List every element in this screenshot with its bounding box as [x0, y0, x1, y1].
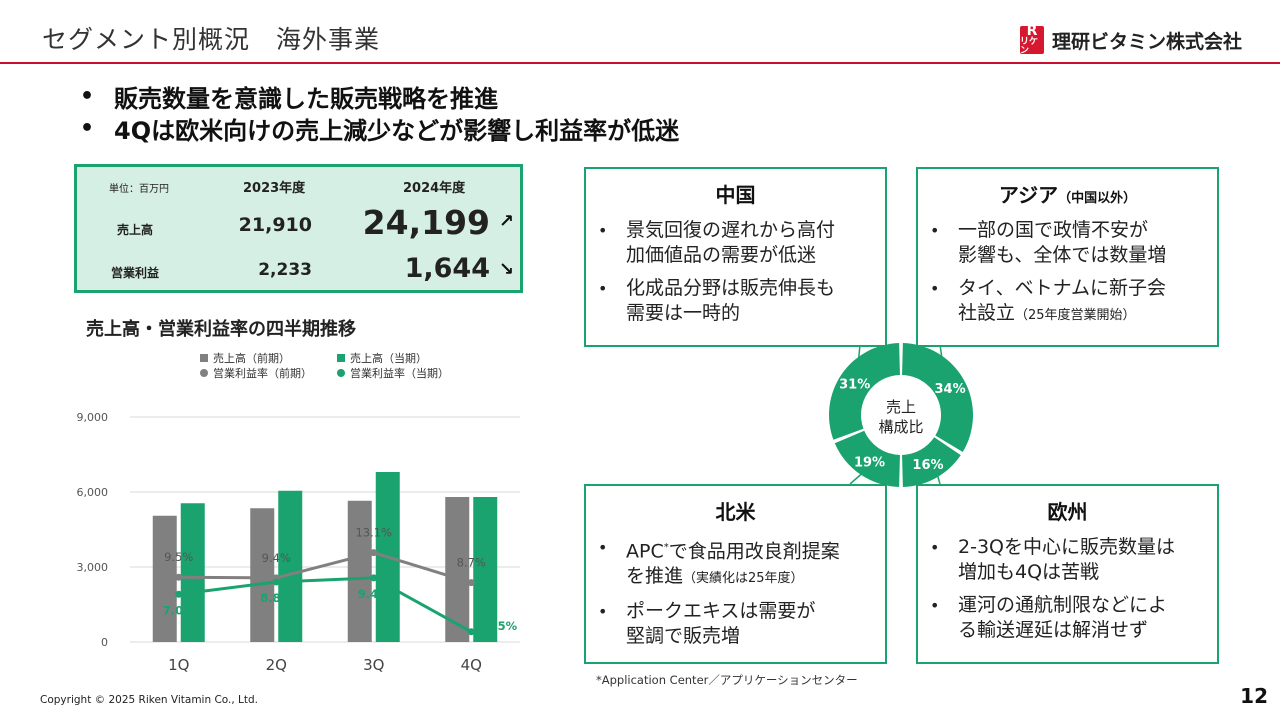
margin-point: [467, 628, 475, 636]
margin-point: [175, 573, 183, 581]
region-bullet: • ポークエキスは需要が 堅調で販売増: [598, 600, 816, 648]
chart-title: 売上高・営業利益率の四半期推移: [86, 319, 356, 340]
column-header-curr: 2024年度: [403, 181, 466, 196]
row-label-sales: 売上高: [117, 223, 154, 237]
bar-prev: [250, 508, 275, 642]
margin-data-label: 9.4%: [358, 587, 390, 601]
x-tick-label: 1Q: [168, 656, 189, 674]
y-tick-label: 9,000: [77, 411, 109, 424]
key-points: • 販売数量を意識した販売戦略を推進 • 4Qは欧米向けの売上減少などが影響し利益率…: [80, 80, 680, 145]
donut-slice: [902, 437, 961, 487]
region-title: 中国: [715, 183, 756, 207]
legend-item: 売上高（前期）: [200, 350, 290, 366]
region-box-europe: 欧州 • 2-3Qを中心に販売数量は 増加も4Qは苦戦 • 運河の通航制限などによ る輸…: [916, 484, 1219, 664]
trend-down-icon: ↘: [498, 259, 514, 280]
donut-slice-label: 19%: [854, 455, 885, 470]
margin-point: [467, 579, 475, 587]
margin-data-label: 9.5%: [164, 550, 193, 564]
title-divider: [0, 62, 1280, 64]
footnote: *Application Center／アプリケーションセンター: [596, 673, 858, 687]
region-box-asia: アジア（中国以外） • 一部の国で政情不安が 影響も、全体では数量増 • タイ、ベトナ…: [916, 167, 1219, 347]
bullet-marker: •: [80, 115, 95, 141]
y-tick-label: 0: [101, 636, 108, 649]
bar-prev: [347, 500, 372, 642]
sales-prev-value: 21,910: [238, 214, 312, 236]
region-title: 欧州: [1047, 500, 1088, 524]
legend-swatch: [337, 369, 345, 377]
y-tick-label: 6,000: [77, 486, 109, 499]
margin-data-label: 8.8%: [260, 591, 292, 605]
donut-slice-label: 34%: [935, 382, 966, 397]
sales-curr-value: 24,199: [362, 203, 490, 242]
donut-center: [864, 378, 938, 452]
margin-line-curr: [178, 576, 472, 634]
region-bullet: • APC*で食品用改良剤提案 を推進（実績化は25年度）: [598, 538, 840, 588]
legend-item: 営業利益率（前期）: [200, 365, 312, 381]
region-bullet: • 一部の国で政情不安が 影響も、全体では数量増: [930, 219, 1167, 266]
legend-swatch: [200, 354, 208, 362]
donut-slice-label: 16%: [912, 458, 943, 473]
x-tick-label: 4Q: [461, 656, 482, 674]
region-box-china: 中国 • 景気回復の遅れから高付 加価値品の需要が低迷 • 化成品分野は販売伸長も 需要…: [584, 167, 887, 347]
bar-curr: [180, 503, 205, 642]
donut-center-label: 構成比: [878, 418, 923, 436]
x-tick-label: 2Q: [266, 656, 287, 674]
donut-slice: [834, 430, 900, 487]
donut-slice: [829, 343, 900, 440]
bar-curr: [473, 497, 498, 642]
x-tick-label: 3Q: [363, 656, 384, 674]
margin-data-label: 13.1%: [355, 526, 392, 540]
bar-prev: [445, 497, 470, 642]
margin-point: [370, 574, 378, 582]
key-point: • 販売数量を意識した販売戦略を推進: [80, 83, 498, 113]
quarterly-sales-margin-chart: 0 3,000 6,000 9,000 1Q 2Q 3Q 4Q 9.5% 9.4% 13.1% 8.7…: [77, 411, 520, 674]
row-label-operating-profit: 営業利益: [111, 266, 160, 280]
y-tick-label: 3,000: [77, 561, 109, 574]
region-bullet: • 景気回復の遅れから高付 加価値品の需要が低迷: [598, 219, 836, 266]
margin-data-label: 7.0%: [163, 603, 195, 617]
company-logo: R リケン 理研ビタミン株式会社: [1020, 24, 1243, 56]
donut-center-label: 売上: [886, 398, 916, 416]
copyright: Copyright © 2025 Riken Vitamin Co., Ltd.: [40, 694, 259, 706]
legend-item: 売上高（当期）: [337, 350, 427, 366]
region-bullet: • 化成品分野は販売伸長も 需要は一時的: [598, 277, 836, 324]
region-bullet: • タイ、ベトナムに新子会 社設立（25年度営業開始）: [930, 277, 1167, 324]
region-title: 北米: [715, 500, 756, 524]
page-number: 12: [1240, 684, 1268, 708]
region-box-north-america: 北米 • APC*で食品用改良剤提案 を推進（実績化は25年度） • ポークエキスは需…: [584, 484, 887, 664]
region-title: アジア（中国以外）: [998, 183, 1137, 207]
column-header-prev: 2023年度: [243, 181, 306, 196]
profit-prev-value: 2,233: [258, 260, 312, 280]
donut-slice: [902, 343, 973, 452]
margin-data-label: 1.5%: [485, 619, 517, 633]
logo-mark-icon: R リケン: [1020, 24, 1044, 56]
legend-swatch: [337, 354, 345, 362]
profit-curr-value: 1,644: [404, 253, 490, 284]
margin-data-label: 9.4%: [262, 551, 291, 565]
unit-label: 単位：百万円: [109, 184, 169, 195]
bullet-marker: •: [80, 83, 95, 109]
legend-swatch: [200, 369, 208, 377]
kpi-summary-table: 単位：百万円 2023年度 2024年度 売上高 営業利益 21,910 24,…: [74, 164, 523, 293]
donut-slice-label: 31%: [839, 378, 870, 393]
bar-prev: [152, 515, 177, 642]
margin-data-label: 8.7%: [457, 556, 486, 570]
region-bullet: • 2-3Qを中心に販売数量は 増加も4Qは苦戦: [930, 536, 1175, 583]
margin-point: [370, 549, 378, 557]
page-title: セグメント別概況 海外事業: [42, 25, 381, 54]
bar-curr: [278, 490, 303, 642]
logo-text: 理研ビタミン株式会社: [1052, 30, 1243, 53]
region-bullet: • 運河の通航制限などによ る輸送遅延は解消せず: [930, 594, 1168, 641]
margin-line-prev: [178, 551, 472, 585]
legend-item: 営業利益率（当期）: [337, 365, 449, 381]
trend-up-icon: ↗: [498, 211, 514, 232]
margin-point: [175, 590, 183, 598]
margin-point: [272, 578, 280, 586]
key-point: • 4Qは欧米向けの売上減少などが影響し利益率が低迷: [80, 115, 680, 145]
